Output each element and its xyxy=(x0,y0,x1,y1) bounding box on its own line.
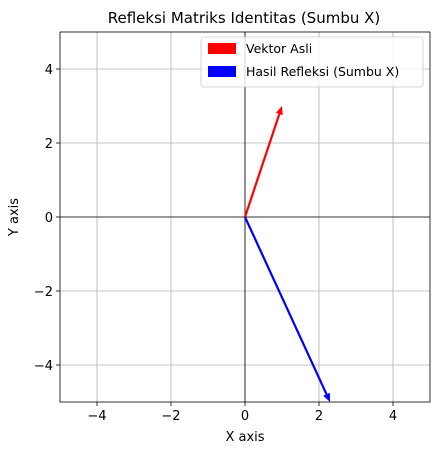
legend-swatch-reflected xyxy=(208,66,236,77)
vector-group xyxy=(243,106,331,402)
legend-label-original: Vektor Asli xyxy=(246,41,312,56)
x-ticks: −4 −2 0 2 4 xyxy=(87,402,397,424)
legend-label-reflected: Hasil Refleksi (Sumbu X) xyxy=(246,64,399,79)
y-tick-label: 2 xyxy=(45,137,53,152)
vector-shaft-1 xyxy=(244,216,328,395)
vector-shaft-0 xyxy=(243,113,281,218)
chart-title: Refleksi Matriks Identitas (Sumbu X) xyxy=(108,9,381,27)
x-axis-label: X axis xyxy=(225,430,264,445)
x-tick-label: −4 xyxy=(87,409,106,424)
legend-swatch-original xyxy=(208,43,236,54)
vectors xyxy=(243,106,331,402)
legend-box xyxy=(200,36,424,88)
vector-head-1 xyxy=(323,392,331,402)
y-tick-label: −4 xyxy=(34,359,53,374)
x-tick-label: 2 xyxy=(315,409,323,424)
y-axis-label: Y axis xyxy=(7,198,22,237)
y-ticks: −4 −2 0 2 4 xyxy=(34,63,60,374)
plot-area: −4 −2 0 2 4 −4 −2 0 2 4 xyxy=(34,31,431,424)
y-tick-label: 4 xyxy=(45,63,53,78)
x-tick-label: −2 xyxy=(161,409,180,424)
y-tick-label: −2 xyxy=(34,285,53,300)
legend: Vektor Asli Hasil Refleksi (Sumbu X) xyxy=(200,36,424,88)
y-tick-label: 0 xyxy=(45,211,53,226)
x-tick-label: 0 xyxy=(241,409,249,424)
x-tick-label: 4 xyxy=(389,409,397,424)
vector-head-0 xyxy=(275,106,283,116)
